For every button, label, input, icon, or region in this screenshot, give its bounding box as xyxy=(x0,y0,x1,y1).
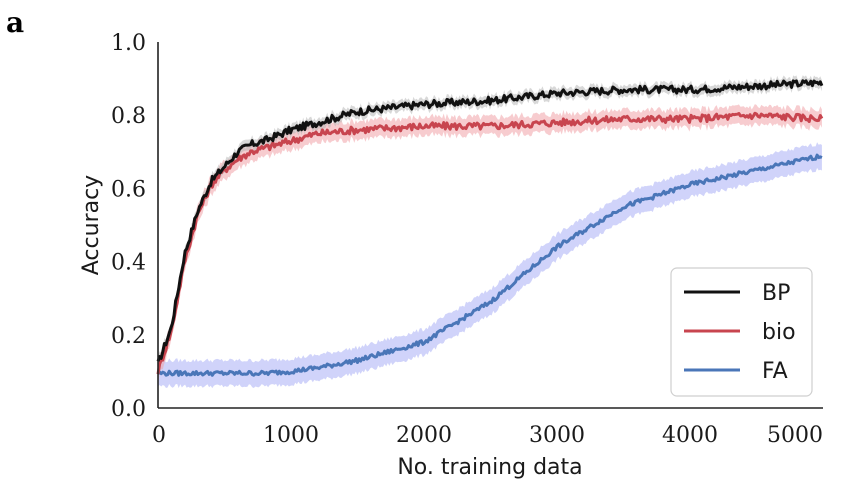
panel-label: a xyxy=(6,6,24,39)
y-tick-labels: 0.0 0.2 0.4 0.6 0.8 1.0 xyxy=(111,31,146,422)
band-fa xyxy=(158,142,822,389)
line-fa xyxy=(156,153,823,377)
x-axis-title: No. training data xyxy=(397,455,582,480)
x-tick-label: 5000 xyxy=(767,423,823,448)
axes xyxy=(157,42,823,409)
x-tick-label: 0 xyxy=(152,423,166,448)
line-bio xyxy=(156,111,824,375)
x-tick-label: 3000 xyxy=(529,423,585,448)
line-bp xyxy=(156,79,824,362)
y-tick-label: 0.8 xyxy=(111,104,146,129)
legend: BP bio FA xyxy=(670,267,813,397)
y-tick-label: 0.4 xyxy=(111,251,146,276)
legend-label-bp: BP xyxy=(762,281,790,306)
confidence-bands xyxy=(158,75,822,389)
y-tick-label: 0.0 xyxy=(111,397,146,422)
x-tick-label: 2000 xyxy=(396,423,452,448)
legend-box xyxy=(670,267,813,397)
legend-label-bio: bio xyxy=(762,320,796,345)
series-lines xyxy=(156,79,824,377)
y-tick-label: 0.2 xyxy=(111,324,146,349)
y-axis-title: Accuracy xyxy=(79,175,104,275)
legend-label-fa: FA xyxy=(762,359,788,384)
x-tick-label: 1000 xyxy=(263,423,319,448)
x-tick-labels: 0 1000 2000 3000 4000 5000 xyxy=(152,423,823,448)
y-tick-label: 0.6 xyxy=(111,177,146,202)
x-tick-label: 4000 xyxy=(662,423,718,448)
y-tick-label: 1.0 xyxy=(111,31,146,56)
